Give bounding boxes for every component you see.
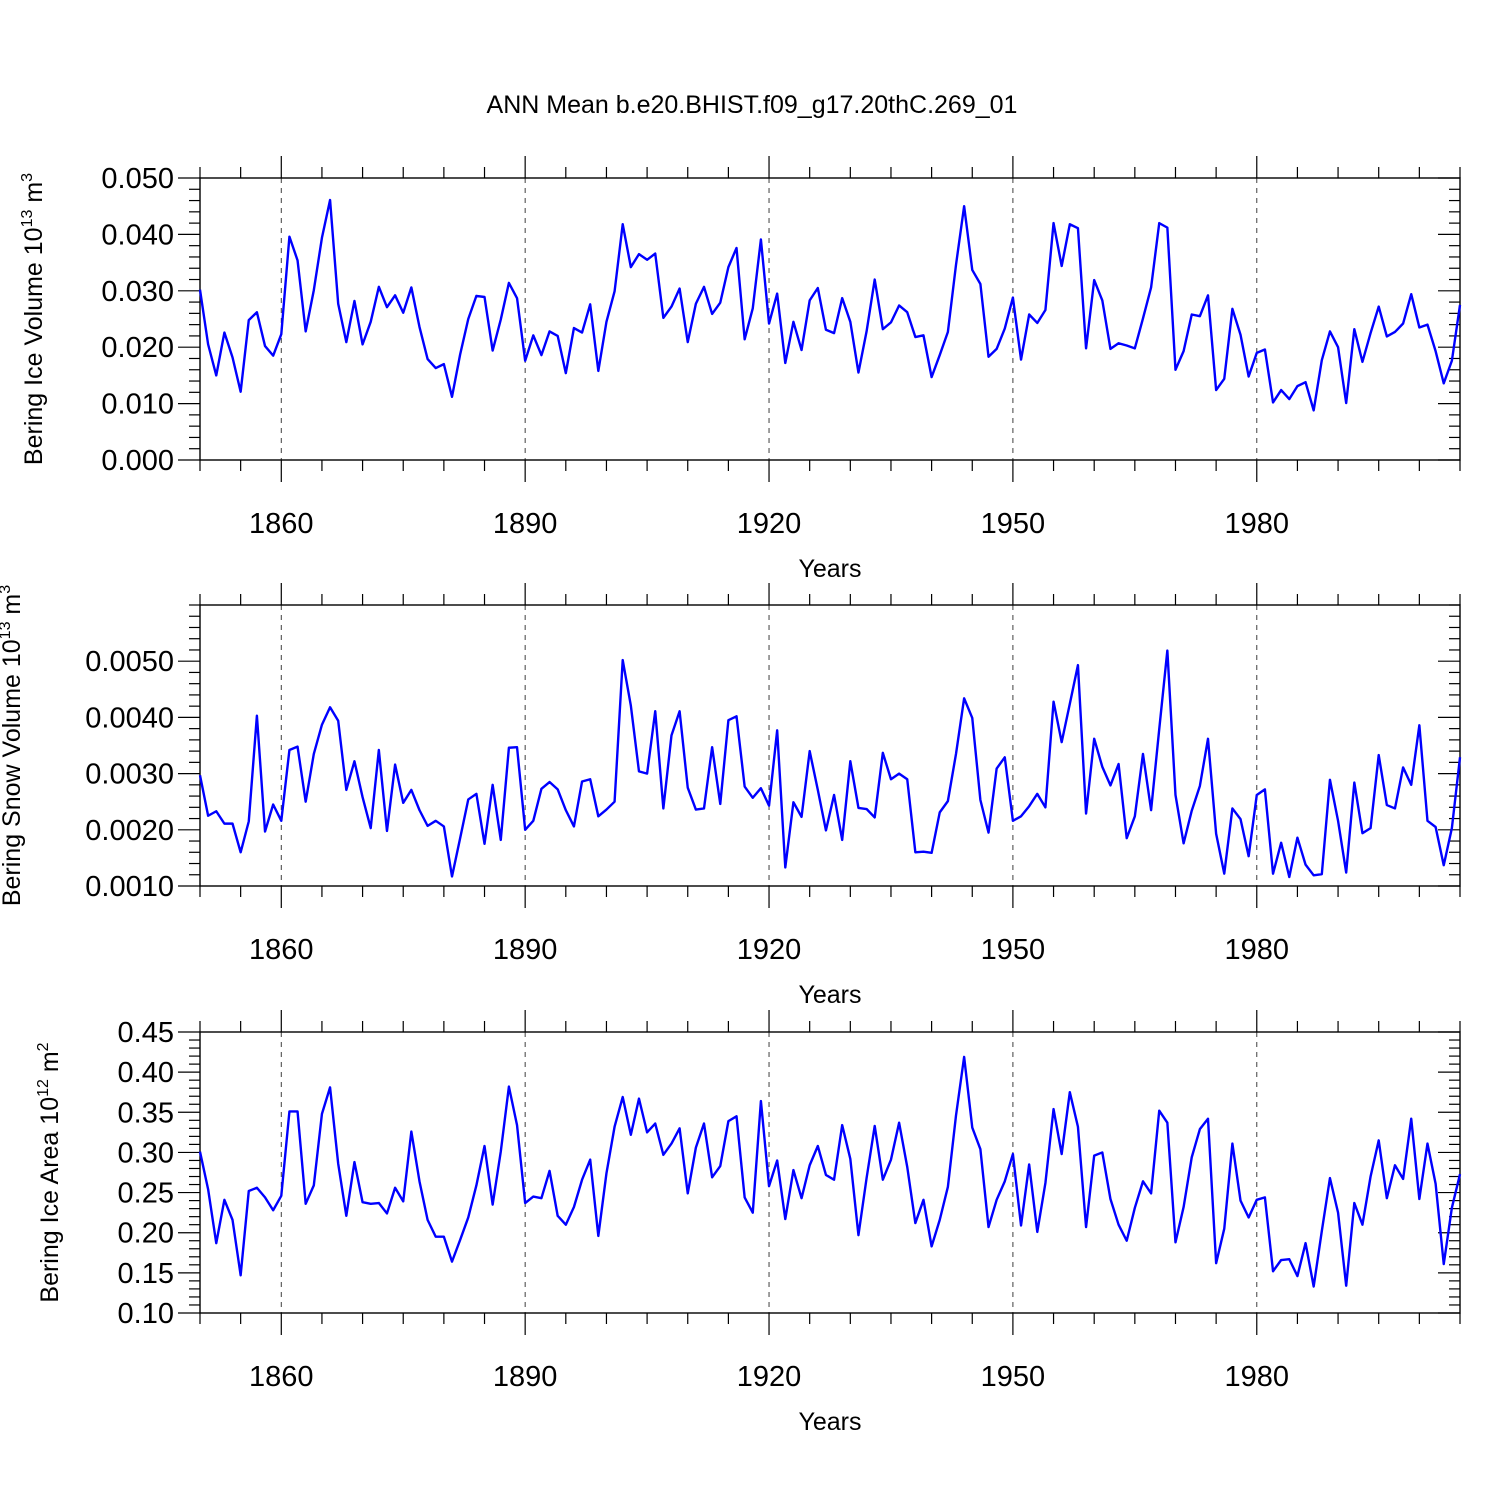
chart-panels: 1860 1890 1920 1950 1980 Years 0.000 0.010 0.020… — [0, 156, 1462, 1436]
x-tick-label: 1950 — [981, 1361, 1046, 1393]
x-tick-label: 1950 — [981, 508, 1046, 540]
y-tick-label: 0.040 — [101, 219, 174, 251]
series-line-1 — [198, 198, 1462, 412]
x-tick-label: 1920 — [737, 934, 802, 966]
y-axis-title-superscript: 2 — [35, 1042, 52, 1051]
x-tick-label: 1980 — [1225, 508, 1290, 540]
y-tick-label: 0.35 — [118, 1097, 174, 1129]
panel-1: 1860 1890 1920 1950 1980 Years 0.000 0.010 0.020… — [19, 156, 1462, 583]
x-tick-label: 1920 — [737, 508, 802, 540]
y-axis-title: Bering Ice Volume 1013 m3 — [19, 173, 48, 465]
x-tick-label: 1860 — [249, 508, 314, 540]
panel-2: 1860 1890 1920 1950 1980 Years 0.0010 0.0020 0.0… — [0, 583, 1462, 1009]
y-tick-label: 0.000 — [101, 445, 174, 477]
y-tick-label: 0.30 — [118, 1137, 174, 1169]
y-axis-title-part: Bering Ice Volume 10 — [20, 227, 48, 465]
x-tick-label: 1890 — [493, 934, 558, 966]
y-axis-title-part: m — [20, 182, 48, 210]
y-tick-label: 0.0040 — [85, 702, 174, 734]
x-tick-label: 1980 — [1225, 1361, 1290, 1393]
series-line-1 — [198, 649, 1462, 879]
panel-3: 1860 1890 1920 1950 1980 Years 0.10 0.15 0.20 0.2… — [35, 1010, 1462, 1436]
y-axis-title: Bering Ice Area 1012 m2 — [35, 1042, 64, 1302]
y-tick-label: 0.0030 — [85, 759, 174, 791]
y-axis-title-superscript: 12 — [35, 1079, 52, 1097]
series-line-1 — [198, 1055, 1462, 1288]
x-tick-label: 1890 — [493, 1361, 558, 1393]
y-tick-label: 0.010 — [101, 389, 174, 421]
y-axis-title-superscript: 3 — [0, 585, 14, 594]
y-tick-label: 0.40 — [118, 1057, 174, 1089]
y-tick-label: 0.0020 — [85, 815, 174, 847]
y-tick-label: 0.0010 — [85, 871, 174, 903]
y-axis-title-part: Bering Snow Volume 10 — [0, 639, 26, 906]
x-axis-title: Years — [798, 1408, 861, 1436]
x-tick-label: 1920 — [737, 1361, 802, 1393]
y-tick-label: 0.45 — [118, 1017, 174, 1049]
y-axis-title: Bering Snow Volume 1013 m3 — [0, 585, 26, 906]
plot-frame — [199, 177, 1461, 461]
y-tick-label: 0.10 — [118, 1298, 174, 1330]
y-tick-label: 0.050 — [101, 163, 174, 195]
y-axis-title-superscript: 3 — [19, 173, 36, 182]
plot-frame — [199, 1031, 1461, 1314]
y-tick-label: 0.15 — [118, 1258, 174, 1290]
y-axis-title-part: m — [36, 1051, 64, 1079]
plot-frame — [199, 604, 1461, 887]
y-tick-label: 0.20 — [118, 1218, 174, 1250]
y-tick-label: 0.020 — [101, 332, 174, 364]
y-axis-title-superscript: 13 — [0, 621, 14, 639]
x-tick-label: 1860 — [249, 1361, 314, 1393]
x-tick-label: 1980 — [1225, 934, 1290, 966]
y-axis-title-part: m — [0, 594, 26, 622]
y-tick-label: 0.030 — [101, 276, 174, 308]
x-axis-title: Years — [798, 981, 861, 1009]
y-axis-title-part: Bering Ice Area 10 — [36, 1097, 64, 1303]
x-tick-label: 1890 — [493, 508, 558, 540]
x-tick-label: 1950 — [981, 934, 1046, 966]
x-axis-title: Years — [798, 555, 861, 583]
x-tick-label: 1860 — [249, 934, 314, 966]
y-tick-label: 0.0050 — [85, 646, 174, 678]
y-tick-label: 0.25 — [118, 1178, 174, 1210]
y-axis-title-superscript: 13 — [19, 210, 36, 228]
chart-title: ANN Mean b.e20.BHIST.f09_g17.20thC.269_0… — [487, 91, 1018, 119]
